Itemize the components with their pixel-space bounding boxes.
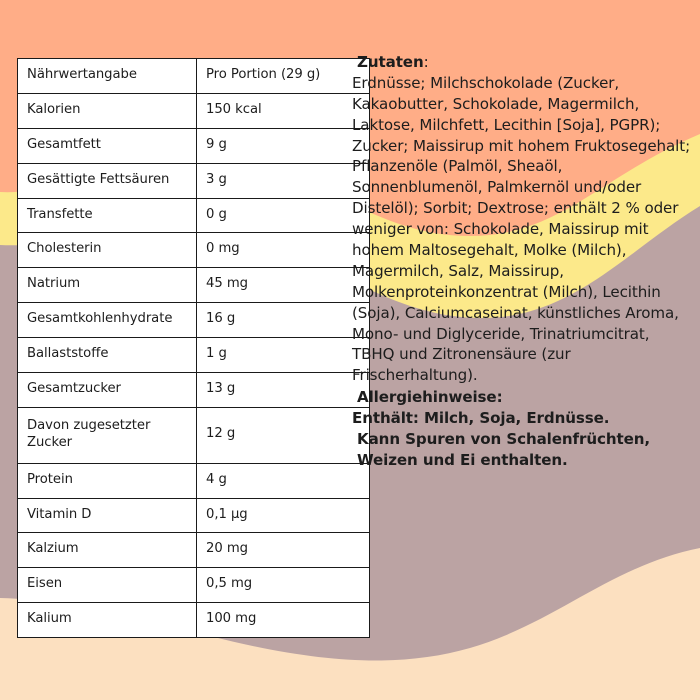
nutrient-header-value: Pro Portion (29 g)	[196, 58, 370, 94]
nutrient-value: 45 mg	[196, 267, 370, 304]
nutrient-header-label: Nährwertangabe	[17, 58, 197, 94]
nutrient-value: 9 g	[196, 127, 370, 164]
nutrient-value: 100 mg	[196, 602, 370, 639]
nutrient-label: Protein	[17, 462, 197, 499]
table-row: Cholesterin 0 mg	[17, 232, 370, 269]
nutrient-value: 150 kcal	[196, 92, 370, 129]
nutrient-label: Natrium	[17, 267, 197, 304]
nutrient-label: Ballaststoffe	[17, 337, 197, 374]
table-row: Gesamtfett 9 g	[17, 127, 370, 164]
nutrient-label: Kalorien	[17, 92, 197, 129]
allergen-may-contain: Kann Spuren von Schalenfrüchten, Weizen …	[357, 430, 651, 469]
ingredients-section: Zutaten: Erdnüsse; Milchschokolade (Zuck…	[352, 52, 696, 386]
nutrient-label: Gesättigte Fettsäuren	[17, 162, 197, 199]
nutrient-label: Cholesterin	[17, 232, 197, 269]
nutrient-value: 0 mg	[196, 232, 370, 269]
table-row: Transfette 0 g	[17, 197, 370, 234]
nutrient-label: Eisen	[17, 567, 197, 604]
nutrient-value: 0,1 µg	[196, 497, 370, 534]
product-info-column: Zutaten: Erdnüsse; Milchschokolade (Zuck…	[352, 52, 696, 471]
nutrient-value: 0,5 mg	[196, 567, 370, 604]
wave-peach-bottom	[0, 548, 700, 700]
table-row: Protein 4 g	[17, 462, 370, 499]
nutrient-label: Vitamin D	[17, 497, 197, 534]
table-row: Kalium 100 mg	[17, 602, 370, 639]
allergen-heading: Allergiehinweise:	[357, 388, 503, 407]
nutrient-label: Kalium	[17, 602, 197, 639]
nutrient-label: Davon zugesetzter Zucker	[17, 406, 197, 464]
nutrient-value: 13 g	[196, 372, 370, 408]
allergen-section: Allergiehinweise: Enthält: Milch, Soja, …	[352, 387, 696, 471]
nutrition-table: Nährwertangabe Pro Portion (29 g) Kalori…	[17, 58, 370, 639]
nutrient-value: 20 mg	[196, 532, 370, 569]
nutrient-label: Kalzium	[17, 532, 197, 569]
table-row: Natrium 45 mg	[17, 267, 370, 304]
table-row: Vitamin D 0,1 µg	[17, 497, 370, 534]
ingredients-text: Erdnüsse; Milchschokolade (Zucker, Kakao…	[352, 73, 691, 385]
nutrition-facts-table: Nährwertangabe Pro Portion (29 g) Kalori…	[17, 58, 370, 639]
table-row: Ballaststoffe 1 g	[17, 337, 370, 374]
table-row: Kalzium 20 mg	[17, 532, 370, 569]
table-row: Davon zugesetzter Zucker 12 g	[17, 406, 370, 464]
table-row: Gesamtkohlenhydrate 16 g	[17, 302, 370, 339]
nutrient-value: 3 g	[196, 162, 370, 199]
nutrient-label: Gesamtkohlenhydrate	[17, 302, 197, 339]
nutrition-table-body: Nährwertangabe Pro Portion (29 g) Kalori…	[17, 58, 370, 639]
nutrient-label: Gesamtzucker	[17, 372, 197, 408]
nutrient-label: Gesamtfett	[17, 127, 197, 164]
allergen-contains: Enthält: Milch, Soja, Erdnüsse.	[352, 409, 610, 428]
nutrient-value: 0 g	[196, 197, 370, 234]
table-row: Kalorien 150 kcal	[17, 92, 370, 129]
nutrient-value: 4 g	[196, 462, 370, 499]
table-row-header: Nährwertangabe Pro Portion (29 g)	[17, 58, 370, 94]
nutrient-value: 1 g	[196, 337, 370, 374]
nutrient-value: 16 g	[196, 302, 370, 339]
table-row: Gesättigte Fettsäuren 3 g	[17, 162, 370, 199]
table-row: Gesamtzucker 13 g	[17, 372, 370, 408]
ingredients-heading-line: Zutaten:	[352, 52, 696, 73]
ingredients-heading-colon: :	[423, 53, 429, 71]
table-row: Eisen 0,5 mg	[17, 567, 370, 604]
ingredients-heading: Zutaten	[357, 53, 424, 71]
nutrient-value: 12 g	[196, 406, 370, 464]
nutrient-label: Transfette	[17, 197, 197, 234]
